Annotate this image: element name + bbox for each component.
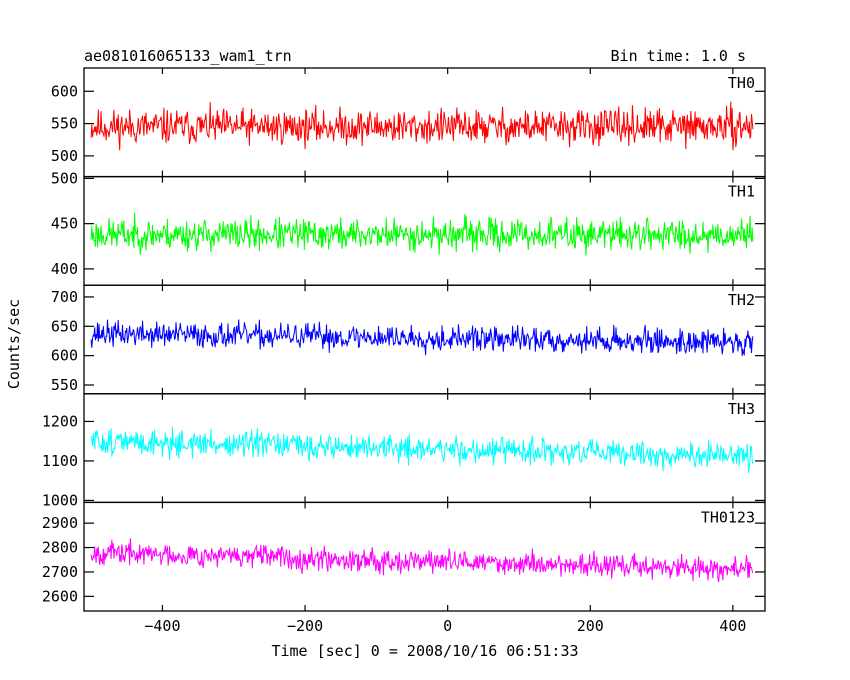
y-tick-label: 550 [51, 376, 78, 394]
y-tick-label: 650 [51, 317, 78, 335]
series-line-th0 [90, 101, 754, 151]
series-line-th2 [90, 319, 754, 357]
y-tick-label: 2900 [42, 514, 78, 532]
y-tick-label: 600 [51, 82, 78, 100]
series-line-th3 [90, 426, 754, 473]
x-tick-label: 400 [719, 617, 746, 635]
chart-title: ae081016065133_wam1_trn [84, 47, 292, 65]
panel-frame-th2 [83, 284, 766, 395]
y-tick-label: 700 [51, 288, 78, 306]
series-line-th0123 [90, 538, 754, 583]
panel-label-th3: TH3 [728, 400, 755, 418]
y-tick-label: 600 [51, 347, 78, 365]
y-tick-label: 550 [51, 115, 78, 133]
x-tick-label: −200 [287, 617, 323, 635]
series-line-th1 [90, 212, 754, 256]
x-axis: −400 −200 0 200 400 [144, 617, 746, 635]
y-tick-label: 1200 [42, 412, 78, 430]
y-tick-label: 500 [51, 147, 78, 165]
panel-label-th0123: TH0123 [701, 508, 755, 526]
y-tick-label: 1100 [42, 452, 78, 470]
panel-label-th1: TH1 [728, 183, 755, 201]
x-tick-label: −400 [144, 617, 180, 635]
y-tick-label: 2800 [42, 539, 78, 557]
y-tick-label: 400 [51, 260, 78, 278]
y-tick-label: 2700 [42, 563, 78, 581]
x-axis-label: Time [sec] 0 = 2008/10/16 06:51:33 [271, 642, 578, 660]
y-tick-label: 450 [51, 215, 78, 233]
x-tick-label: 200 [577, 617, 604, 635]
panel-frame-th0123 [83, 501, 766, 612]
bin-time-label: Bin time: 1.0 s [611, 47, 746, 65]
y-tick-label: 1000 [42, 491, 78, 509]
x-tick-label: 0 [443, 617, 452, 635]
panel-label-th0: TH0 [728, 74, 755, 92]
y-axis-label: Counts/sec [5, 299, 23, 389]
panel-label-th2: TH2 [728, 291, 755, 309]
y-tick-label: 500 [51, 169, 78, 187]
panels-group: 500 550 600 TH0 400 450 500 TH1 550 600 650 700 TH2 1… [42, 67, 766, 612]
y-tick-label: 2600 [42, 587, 78, 605]
